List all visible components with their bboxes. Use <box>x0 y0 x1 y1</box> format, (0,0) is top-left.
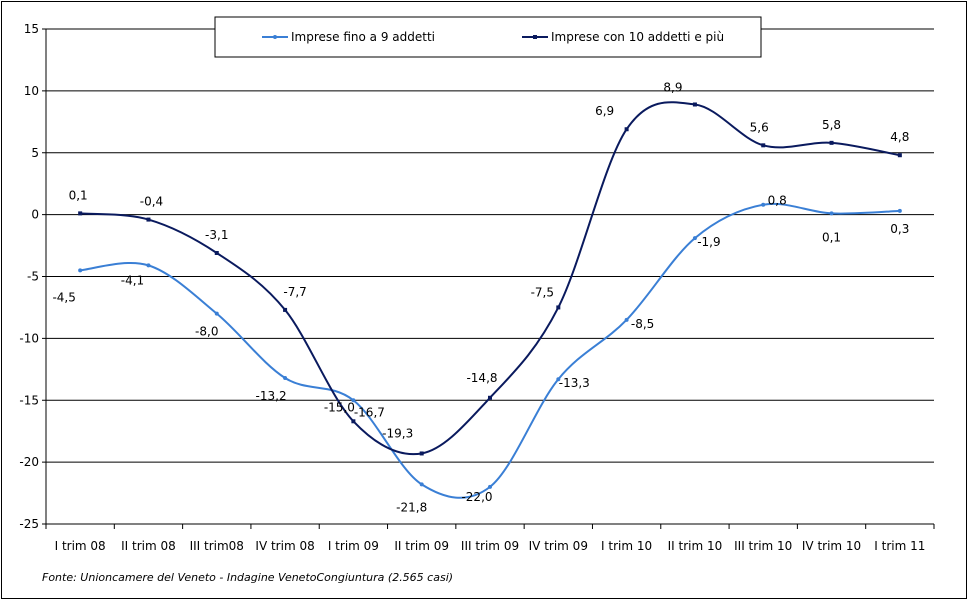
x-tick-label: I trim 11 <box>874 539 925 553</box>
data-point <box>624 317 629 322</box>
data-label: 5,8 <box>822 118 841 132</box>
series-layer <box>78 101 902 499</box>
legend-marker-large-firms <box>533 35 537 39</box>
data-point <box>351 398 356 403</box>
legend-box <box>214 16 762 58</box>
data-label: -21,8 <box>396 500 427 514</box>
data-label: -7,5 <box>531 285 554 299</box>
data-label: -13,3 <box>559 376 590 390</box>
grid-lines <box>46 28 934 525</box>
data-label: -3,1 <box>205 228 228 242</box>
data-label: -13,2 <box>256 389 287 403</box>
x-tick-label: IV trim 08 <box>255 539 314 553</box>
data-label: -4,5 <box>52 290 75 304</box>
data-label: 6,9 <box>595 104 614 118</box>
y-tick-label: -5 <box>27 270 39 284</box>
y-tick-label: 5 <box>31 146 39 160</box>
y-tick-label: -25 <box>19 517 39 531</box>
x-tick-label: III trim 09 <box>461 539 519 553</box>
data-point <box>692 236 697 241</box>
x-tick-label: II trim 10 <box>668 539 723 553</box>
data-point <box>214 311 219 316</box>
data-label: -1,9 <box>697 235 720 249</box>
data-point <box>146 263 151 268</box>
x-tick-label: I trim 10 <box>601 539 652 553</box>
data-label: -4,1 <box>121 273 144 287</box>
data-label: 0,1 <box>822 230 841 244</box>
data-label: -22,0 <box>461 490 492 504</box>
data-label: -8,5 <box>631 317 654 331</box>
x-tick-label: IV trim 09 <box>529 539 588 553</box>
y-tick-label: 0 <box>31 208 39 222</box>
data-label: -0,4 <box>140 195 163 209</box>
data-point <box>829 211 834 216</box>
data-point <box>556 377 561 382</box>
data-point <box>556 305 561 310</box>
data-label: 0,1 <box>69 188 88 202</box>
data-point <box>897 153 902 158</box>
data-label: 0,8 <box>768 194 787 208</box>
x-tick-label: I trim 08 <box>55 539 106 553</box>
data-point <box>692 102 697 107</box>
data-label: -7,7 <box>283 285 306 299</box>
y-tick-label: 15 <box>24 22 39 36</box>
data-point <box>283 307 288 312</box>
legend: Imprese fino a 9 addetti Imprese con 10 … <box>214 16 762 58</box>
data-label: -15,0 <box>324 400 355 414</box>
axes: 15 10 5 0 -5 -10 -15 -20 -25 I trim 08 II trim 08 I… <box>19 22 935 553</box>
data-point <box>214 250 219 255</box>
data-point <box>761 202 766 207</box>
data-label: 5,6 <box>750 120 769 134</box>
x-tick-label: I trim 09 <box>328 539 379 553</box>
y-tick-label: -15 <box>19 393 39 407</box>
data-point <box>146 217 151 222</box>
source-note: Fonte: Unioncamere del Veneto - Indagine… <box>42 571 453 584</box>
legend-marker-small-firms <box>273 35 277 39</box>
data-label: -8,0 <box>195 325 218 339</box>
data-label: -16,7 <box>354 405 385 419</box>
legend-label-large-firms: Imprese con 10 addetti e più <box>551 30 724 44</box>
legend-label-small-firms: Imprese fino a 9 addetti <box>291 30 435 44</box>
data-point <box>488 484 492 489</box>
data-point <box>488 395 492 400</box>
data-point <box>351 419 356 424</box>
data-point <box>78 268 83 273</box>
data-point <box>78 211 83 216</box>
data-label: 4,8 <box>890 130 909 144</box>
y-tick-label: 10 <box>24 84 39 98</box>
y-tick-label: -10 <box>19 331 39 345</box>
data-point <box>419 451 424 456</box>
data-point <box>897 208 902 213</box>
data-point <box>419 482 424 487</box>
series-line-1 <box>80 101 901 456</box>
series-line-0 <box>80 202 900 499</box>
x-tick-label: II trim 09 <box>394 539 449 553</box>
data-label: -14,8 <box>466 371 497 385</box>
data-labels: -4,5 -4,1 -8,0 -13,2 -15,0 -21,8 -22,0 -13,3 -8,… <box>52 80 909 514</box>
data-point <box>624 127 629 132</box>
data-label: 8,9 <box>663 80 682 94</box>
x-tick-label: IV trim 10 <box>802 539 861 553</box>
data-point <box>829 140 834 145</box>
y-tick-label: -20 <box>19 455 39 469</box>
data-point <box>761 143 766 148</box>
x-tick-label: III trim 10 <box>734 539 792 553</box>
data-label: -19,3 <box>382 426 413 440</box>
x-tick-label: II trim 08 <box>121 539 176 553</box>
data-label: 0,3 <box>890 222 909 236</box>
x-tick-label: III trim08 <box>190 539 244 553</box>
data-point <box>283 375 288 380</box>
